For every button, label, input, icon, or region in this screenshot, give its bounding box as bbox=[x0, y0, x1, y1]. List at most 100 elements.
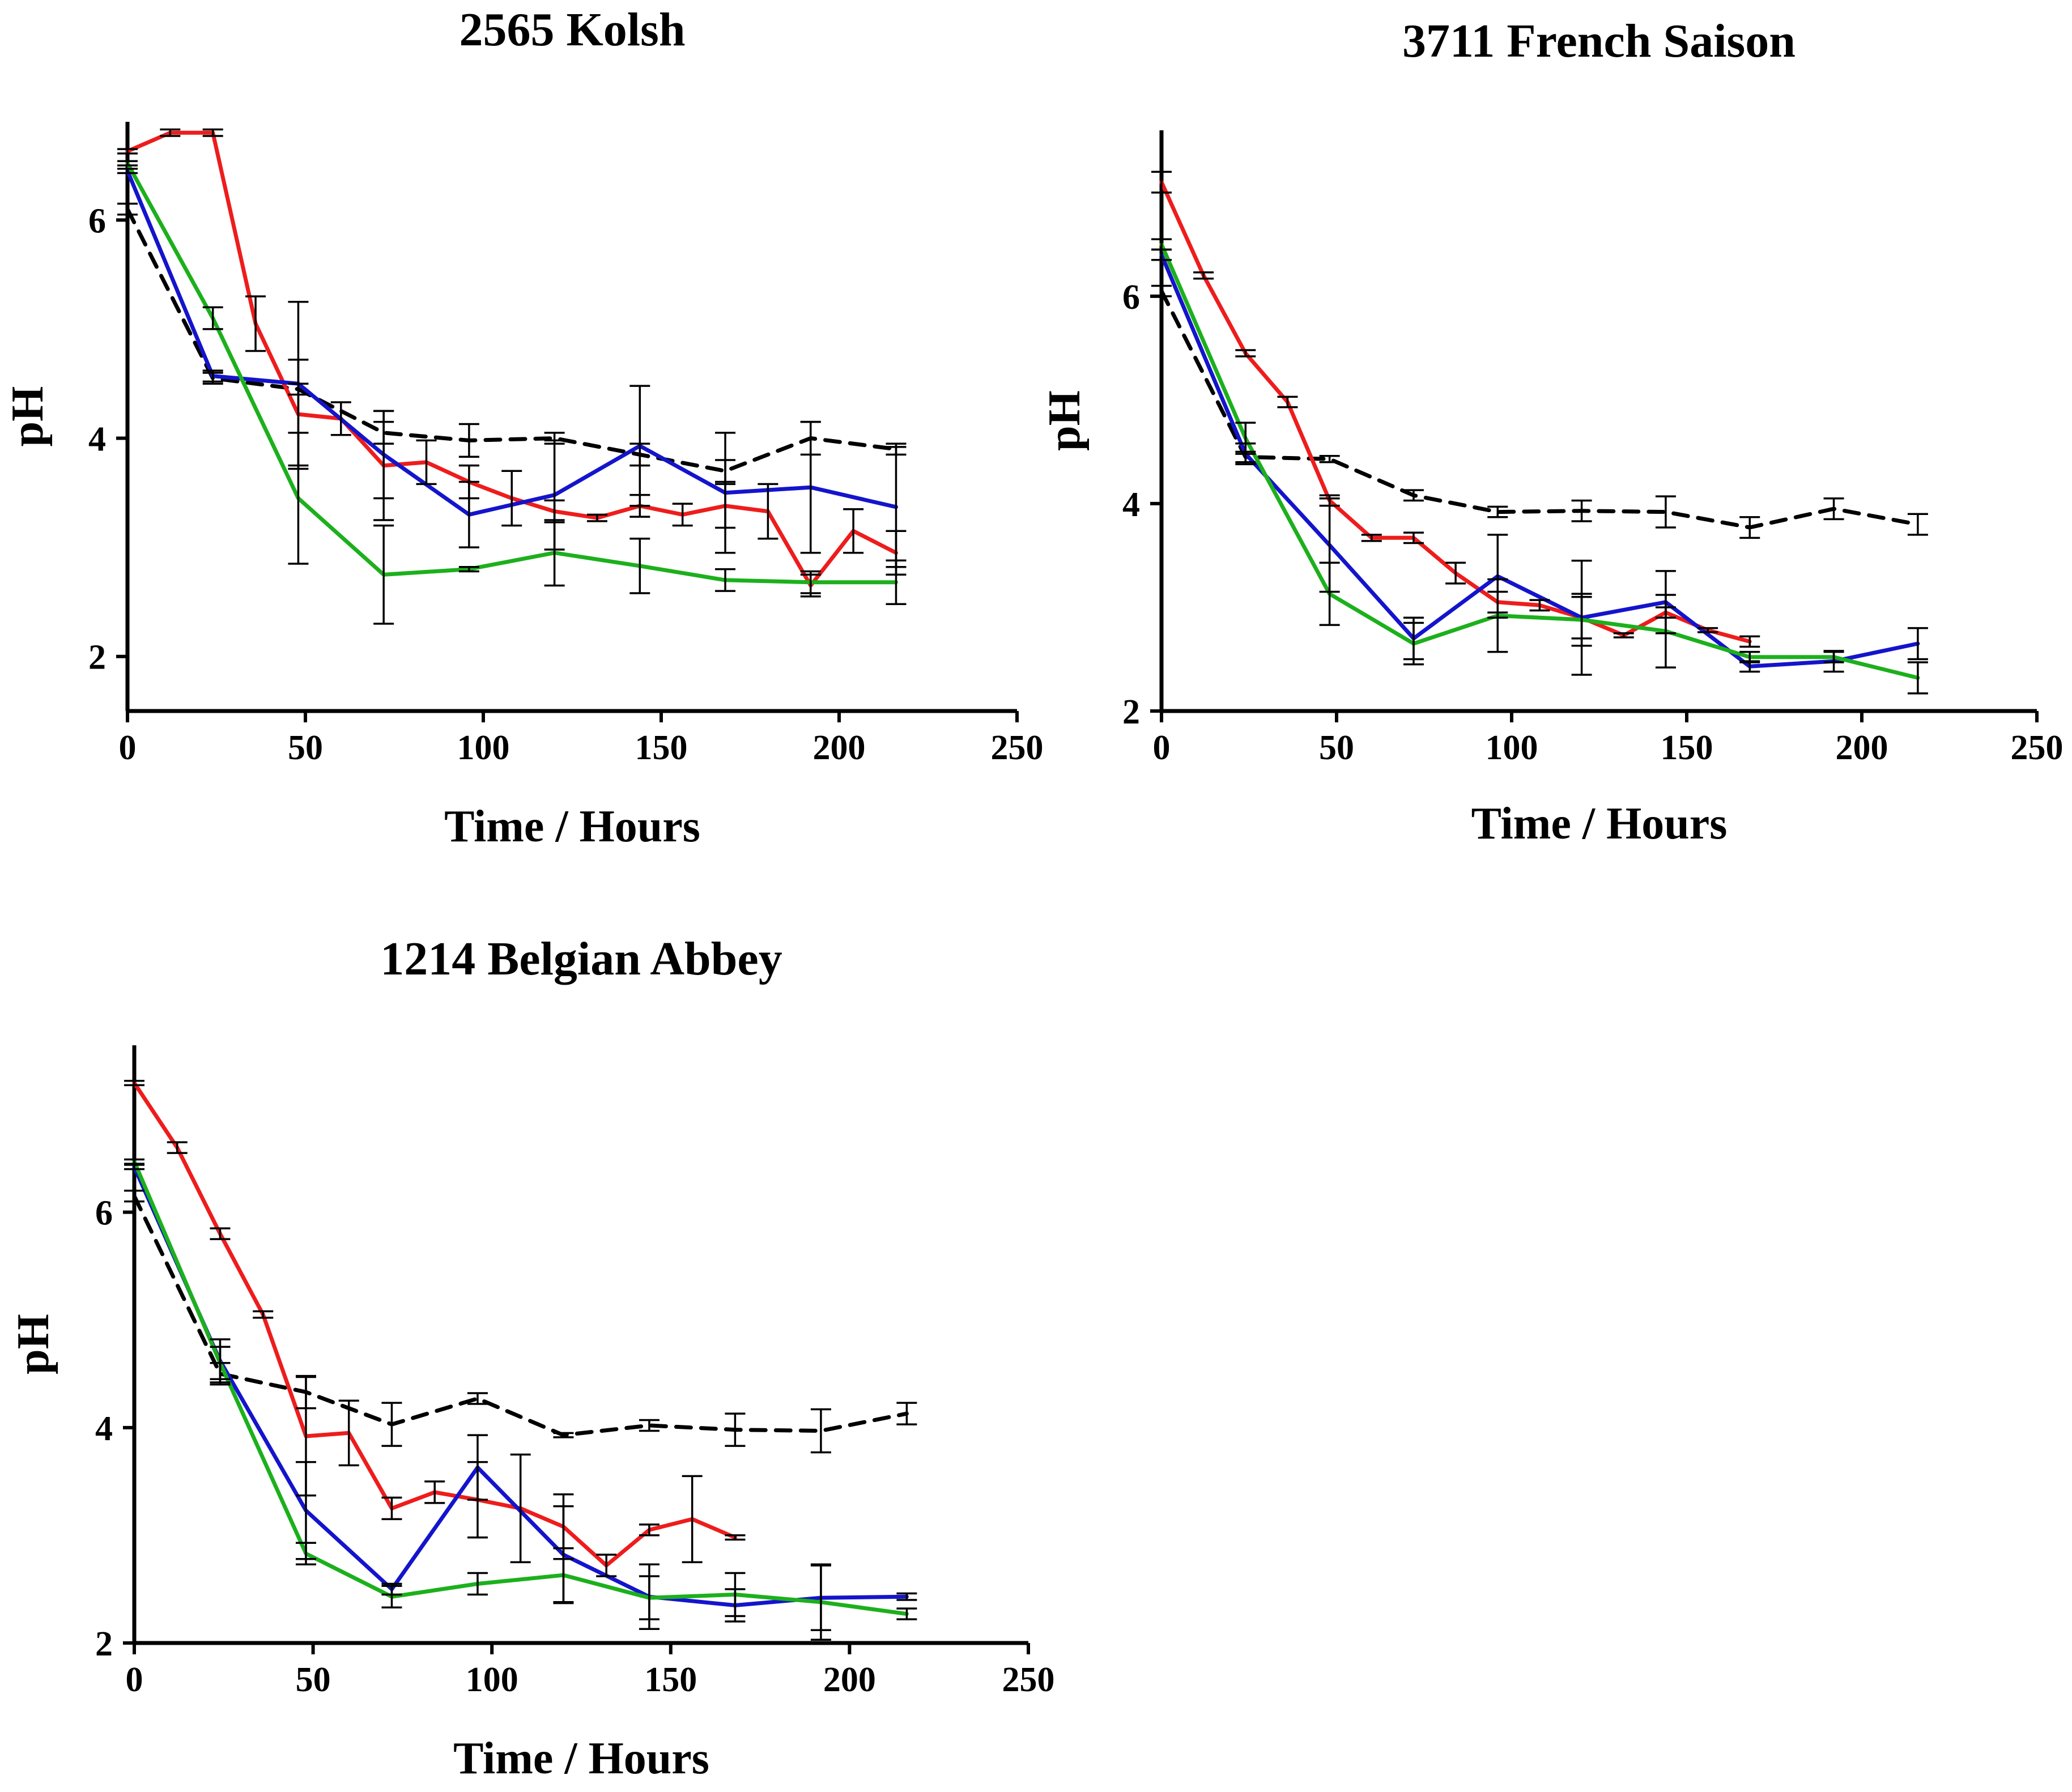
error-bar-blue bbox=[715, 432, 736, 554]
error-bar-green bbox=[1823, 650, 1844, 663]
error-bar-green bbox=[124, 1158, 144, 1165]
series-line-dashed bbox=[125, 207, 898, 473]
x-tick-label: 100 bbox=[466, 1661, 518, 1699]
error-bar-red bbox=[843, 508, 864, 554]
x-tick-label: 200 bbox=[1836, 729, 1888, 767]
error-bar-green bbox=[202, 306, 223, 330]
error-bar-dashed bbox=[1823, 497, 1844, 521]
error-bar-green bbox=[544, 519, 565, 587]
error-bar-green bbox=[1655, 594, 1676, 669]
series-line-blue bbox=[1159, 253, 1920, 669]
error-bar-green bbox=[629, 537, 650, 594]
error-bar-dashed bbox=[725, 1412, 746, 1447]
error-bar-green bbox=[210, 1346, 231, 1381]
error-bar-blue bbox=[896, 1592, 917, 1601]
error-bar-green bbox=[1907, 661, 1928, 695]
y-tick-label: 6 bbox=[1122, 278, 1140, 317]
error-bar-red bbox=[1697, 627, 1718, 633]
error-bar-red bbox=[1613, 632, 1634, 639]
series-line-dashed bbox=[1159, 289, 1920, 530]
error-bar-dashed bbox=[896, 1402, 917, 1425]
error-bar-green bbox=[800, 570, 821, 594]
error-bar-dashed bbox=[639, 1419, 660, 1432]
error-bar-green bbox=[639, 1575, 660, 1620]
error-bar-green bbox=[373, 524, 394, 625]
x-tick-label: 0 bbox=[119, 729, 137, 767]
error-bar-dashed bbox=[1319, 454, 1340, 463]
error-bar-dashed bbox=[1403, 489, 1424, 502]
error-bar-red bbox=[596, 1553, 617, 1577]
error-bar-red bbox=[424, 1480, 445, 1504]
error-bar-blue bbox=[202, 369, 223, 383]
x-tick-label: 50 bbox=[1319, 729, 1354, 767]
error-bar-green bbox=[1319, 561, 1340, 626]
y-tick-label: 4 bbox=[95, 1410, 113, 1448]
error-bar-dashed bbox=[124, 1189, 144, 1203]
y-axis-label: pH bbox=[3, 386, 53, 447]
y-tick-label: 4 bbox=[1122, 486, 1140, 524]
error-bar-green bbox=[896, 1607, 917, 1620]
error-bar-green bbox=[381, 1585, 402, 1609]
error-bar-red bbox=[1277, 395, 1298, 408]
error-bar-red bbox=[124, 1079, 144, 1087]
x-tick-label: 150 bbox=[1661, 729, 1713, 767]
y-tick-label: 2 bbox=[1122, 693, 1140, 731]
error-bar-red bbox=[338, 1399, 359, 1467]
error-bar-green bbox=[288, 432, 309, 565]
error-bar-red bbox=[672, 503, 693, 527]
series-line-green bbox=[132, 1159, 909, 1616]
error-bar-red bbox=[586, 513, 607, 522]
error-bar-green bbox=[886, 559, 907, 606]
chart-panel-3: 1214 Belgian Abbey 0 50 100 150 200 250 2 4 6 Time… bbox=[8, 933, 1055, 1784]
error-bar-red bbox=[253, 1310, 274, 1319]
error-bar-dashed bbox=[381, 1402, 402, 1447]
error-bar-green bbox=[117, 160, 138, 167]
x-tick-label: 150 bbox=[644, 1661, 697, 1699]
chart-title: 1214 Belgian Abbey bbox=[380, 933, 782, 985]
x-tick-label: 200 bbox=[813, 729, 866, 767]
error-bar-red bbox=[725, 1534, 746, 1541]
x-tick-label: 250 bbox=[991, 729, 1044, 767]
x-tick-label: 0 bbox=[1153, 729, 1171, 767]
error-bar-dashed bbox=[553, 1432, 574, 1438]
error-bar-red bbox=[682, 1475, 703, 1564]
error-bar-dashed bbox=[1487, 505, 1508, 518]
error-bar-red bbox=[117, 148, 138, 155]
error-bar-red bbox=[1361, 534, 1382, 542]
y-axis-label: pH bbox=[1040, 390, 1090, 451]
error-bar-green bbox=[1571, 593, 1592, 647]
error-bar-red bbox=[167, 1141, 188, 1154]
x-tick-label: 250 bbox=[2011, 729, 2064, 767]
error-bar-red bbox=[1151, 171, 1172, 194]
y-tick-label: 4 bbox=[88, 420, 106, 459]
error-bar-green bbox=[810, 1563, 831, 1641]
error-bar-red bbox=[1403, 531, 1424, 544]
error-bar-green bbox=[1403, 622, 1424, 666]
y-tick-label: 6 bbox=[88, 202, 106, 240]
error-bar-blue bbox=[800, 420, 821, 554]
error-bar-red bbox=[1739, 635, 1760, 648]
y-tick-label: 2 bbox=[88, 639, 106, 677]
error-bar-dashed bbox=[1655, 495, 1676, 529]
error-bar-blue bbox=[629, 385, 650, 507]
series-line-green bbox=[125, 161, 898, 585]
error-bar-red bbox=[501, 470, 522, 527]
series-line-green bbox=[1159, 242, 1920, 680]
error-bar-green bbox=[1235, 422, 1256, 455]
y-tick-label: 2 bbox=[95, 1625, 113, 1663]
error-bar-red bbox=[416, 439, 437, 486]
error-bar-green bbox=[1151, 238, 1172, 251]
x-tick-label: 50 bbox=[296, 1661, 331, 1699]
error-bar-red bbox=[381, 1496, 402, 1521]
x-tick-label: 250 bbox=[1002, 1661, 1055, 1699]
error-bar-red bbox=[758, 483, 778, 540]
error-bar-red bbox=[1193, 271, 1214, 280]
error-bar-blue bbox=[117, 168, 138, 174]
chart-panel-1: 2565 Kolsh 0 50 100 150 200 250 2 4 6 Time / Hours… bbox=[3, 3, 1044, 852]
error-bar-dashed bbox=[1571, 499, 1592, 522]
error-bar-red bbox=[245, 295, 266, 352]
error-bar-blue bbox=[467, 1434, 488, 1501]
error-bar-dashed bbox=[467, 1392, 488, 1405]
error-bar-green bbox=[458, 566, 479, 573]
